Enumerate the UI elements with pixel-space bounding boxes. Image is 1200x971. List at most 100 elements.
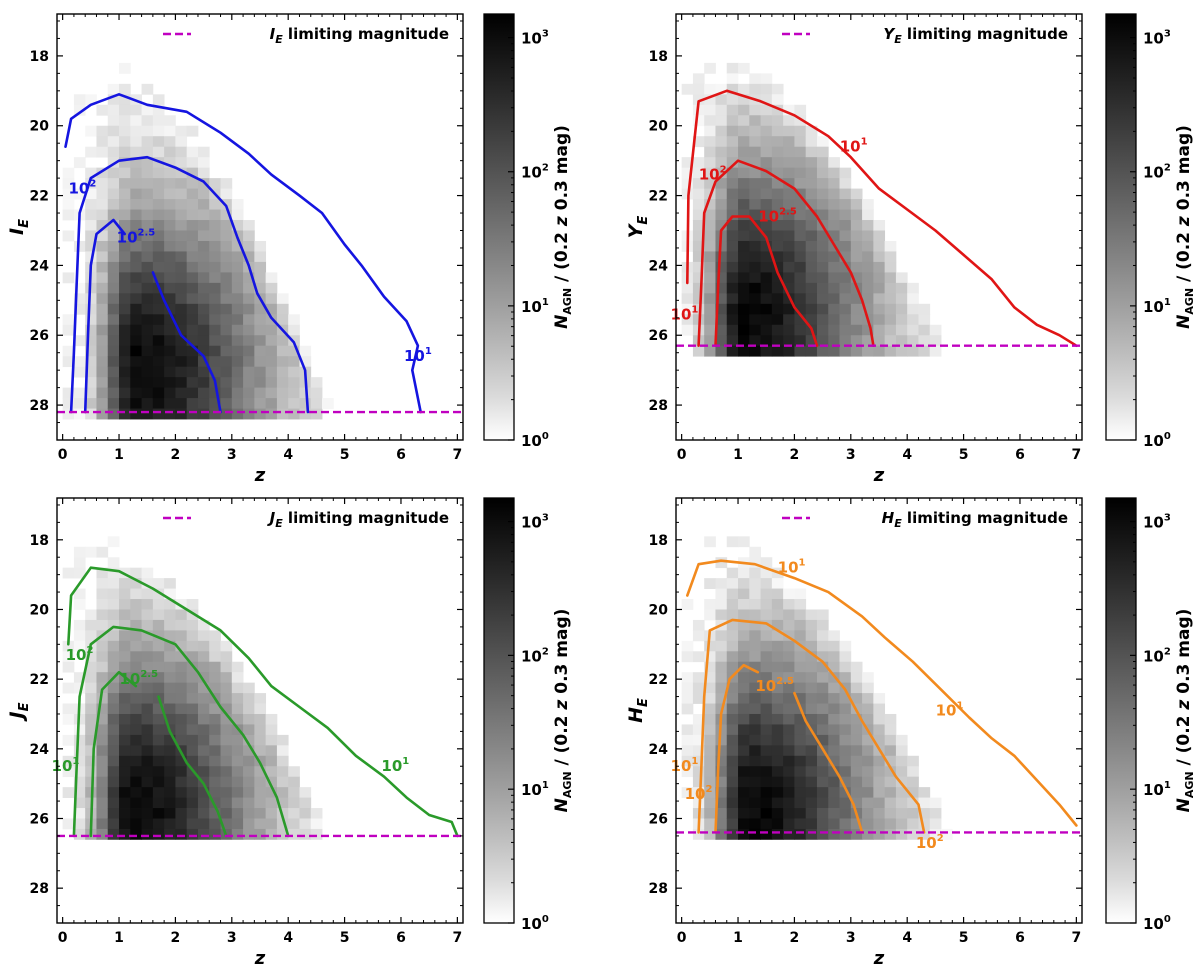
- y-tick-label: 24: [30, 258, 50, 274]
- heatmap-cell: [726, 682, 739, 694]
- heatmap-cell: [119, 703, 131, 715]
- heatmap-cell: [726, 787, 739, 798]
- heatmap-cell: [96, 230, 109, 242]
- heatmap-cell: [771, 672, 784, 684]
- heatmap-cell: [197, 828, 210, 840]
- heatmap-cell: [862, 209, 874, 221]
- heatmap-cell: [265, 776, 278, 788]
- heatmap-cell: [85, 398, 97, 409]
- heatmap-cell: [73, 303, 86, 315]
- heatmap-cell: [805, 136, 818, 148]
- heatmap-cell: [186, 293, 199, 305]
- heatmap-cell: [164, 335, 176, 347]
- heatmap-cell: [715, 693, 728, 704]
- heatmap-cell: [828, 703, 840, 715]
- heatmap-cell: [209, 220, 221, 231]
- colorbar-gradient: [1105, 13, 1137, 441]
- heatmap-cell: [276, 335, 289, 347]
- contour-label: 102.5: [117, 227, 156, 246]
- heatmap-cell: [243, 808, 255, 819]
- heatmap-cell: [209, 335, 221, 347]
- heatmap-cell: [738, 324, 750, 336]
- heatmap-cell: [839, 335, 852, 347]
- heatmap-cell: [265, 387, 278, 399]
- heatmap-cell: [164, 640, 176, 652]
- heatmap-cell: [929, 345, 942, 357]
- heatmap-cell: [96, 199, 109, 210]
- heatmap-cell: [873, 240, 886, 252]
- heatmap-cell: [726, 220, 739, 231]
- heatmap-cell: [839, 703, 852, 715]
- heatmap-cell: [209, 387, 221, 399]
- heatmap-cell: [265, 713, 278, 725]
- axes-frame: [56, 13, 464, 441]
- heatmap-cell: [771, 293, 784, 305]
- heatmap-cell: [96, 293, 109, 305]
- heatmap-cell: [771, 599, 784, 610]
- x-tick-label: 5: [340, 930, 350, 946]
- heatmap-cell: [96, 734, 109, 746]
- heatmap-cell: [175, 335, 188, 347]
- heatmap-cell: [884, 808, 897, 819]
- contour-label: 102: [685, 784, 713, 803]
- heatmap-cell: [175, 630, 188, 642]
- heatmap-cell: [152, 408, 165, 420]
- heatmap-cell: [771, 324, 784, 336]
- heatmap-cell: [254, 324, 267, 336]
- heatmap-cell: [85, 776, 97, 788]
- heatmap-cell: [62, 640, 75, 652]
- heatmap-cell: [254, 797, 267, 809]
- heatmap-cell: [254, 787, 267, 798]
- heatmap-cell: [794, 619, 807, 631]
- heatmap-cell: [704, 776, 716, 788]
- heatmap-cell: [231, 293, 244, 305]
- heatmap-cell: [692, 188, 705, 200]
- heatmap-cell: [186, 408, 199, 420]
- heatmap-cell: [288, 345, 300, 357]
- heatmap-cell: [760, 335, 773, 347]
- heatmap-cell: [276, 408, 289, 420]
- heatmap-cell: [783, 776, 795, 788]
- heatmap-cell: [119, 609, 131, 621]
- heatmap-cell: [828, 693, 840, 704]
- heatmap-cell: [783, 104, 795, 116]
- heatmap-cell: [243, 240, 255, 252]
- heatmap-cell: [816, 682, 829, 694]
- heatmap-cell: [107, 766, 120, 778]
- x-tick-label: 7: [452, 930, 462, 946]
- colorbar-tick-label: 100: [521, 431, 549, 450]
- heatmap-cell: [704, 682, 716, 694]
- heatmap-cell: [220, 661, 233, 673]
- heatmap-cell: [862, 303, 874, 315]
- heatmap-cell: [186, 387, 199, 399]
- heatmap-cell: [715, 599, 728, 610]
- heatmap-cell: [828, 745, 840, 757]
- heatmap-cell: [73, 745, 86, 757]
- heatmap-cell: [681, 599, 694, 610]
- heatmap-cell: [276, 797, 289, 809]
- heatmap-cell: [265, 408, 278, 420]
- heatmap-cell: [62, 356, 75, 368]
- contour-line-level-2: [697, 618, 926, 834]
- heatmap-cell: [749, 619, 761, 631]
- heatmap-cell: [62, 703, 75, 715]
- heatmap-cell: [119, 209, 131, 221]
- heatmap-cell: [794, 609, 807, 621]
- heatmap-cell: [175, 797, 188, 809]
- heatmap-cell: [794, 157, 807, 169]
- heatmap-cell: [62, 787, 75, 798]
- heatmap-cell: [749, 588, 761, 600]
- heatmap-cell: [783, 188, 795, 200]
- heatmap-cell: [164, 766, 176, 778]
- heatmap-cell: [771, 724, 784, 736]
- heatmap-cell: [107, 356, 120, 368]
- heatmap-cell: [152, 293, 165, 305]
- heatmap-cell: [96, 366, 109, 378]
- heatmap-cell: [839, 745, 852, 757]
- heatmap-cell: [715, 146, 728, 158]
- heatmap-cell: [794, 324, 807, 336]
- heatmap-cell: [130, 567, 142, 579]
- heatmap-cell: [130, 734, 142, 746]
- heatmap-cell: [243, 828, 255, 840]
- heatmap-cell: [141, 230, 154, 242]
